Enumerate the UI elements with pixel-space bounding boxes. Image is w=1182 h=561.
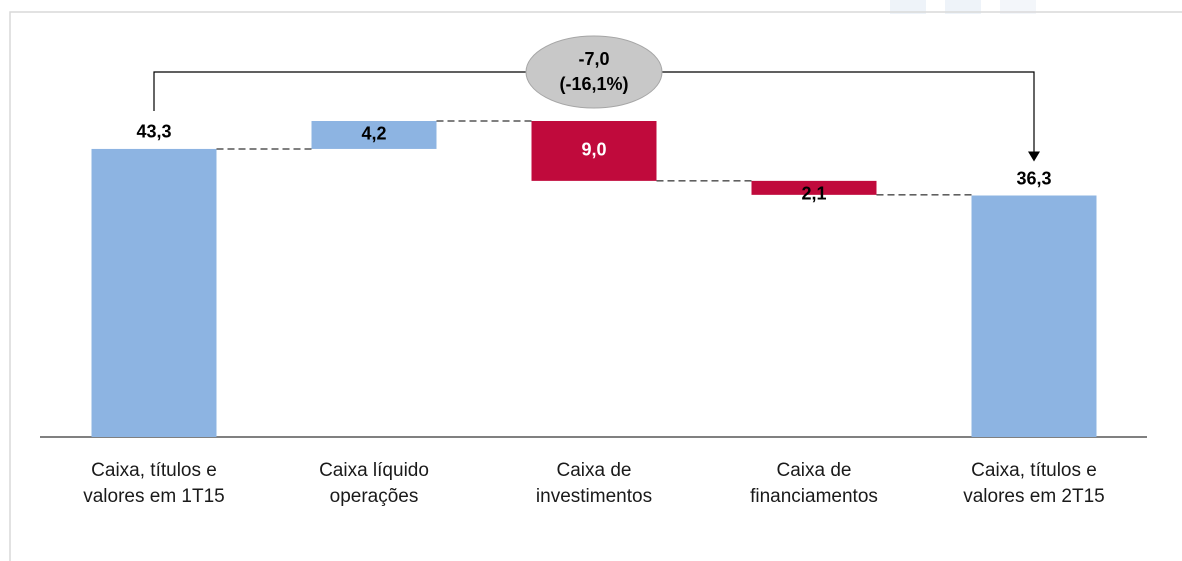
annotation-bubble xyxy=(525,35,663,109)
x-tick-label: Caixa de financiamentos xyxy=(750,460,878,507)
annotation-text: (-16,1%) xyxy=(559,74,628,94)
x-tick-label: Caixa, títulos e valores em 2T15 xyxy=(963,460,1105,507)
decor xyxy=(1000,0,1036,14)
bar xyxy=(971,195,1097,437)
data-label: 2,1 xyxy=(801,184,826,204)
x-tick-label: Caixa líquido operações xyxy=(319,460,429,507)
data-label: 4,2 xyxy=(361,124,386,144)
frame xyxy=(9,11,1182,561)
arrow-head xyxy=(1028,151,1040,162)
data-label: 9,0 xyxy=(581,140,606,160)
annotation-text: -7,0 xyxy=(578,49,609,69)
decor xyxy=(890,0,926,14)
bar xyxy=(311,121,437,149)
x-tick-label: Caixa de investimentos xyxy=(535,460,653,507)
data-label: 43,3 xyxy=(136,122,171,142)
bar xyxy=(751,180,877,195)
data-label: 36,3 xyxy=(1016,168,1051,188)
x-tick-label: Caixa, títulos e valores em 1T15 xyxy=(83,460,225,507)
bar xyxy=(531,121,657,181)
decor xyxy=(945,0,981,14)
bar xyxy=(91,148,217,438)
